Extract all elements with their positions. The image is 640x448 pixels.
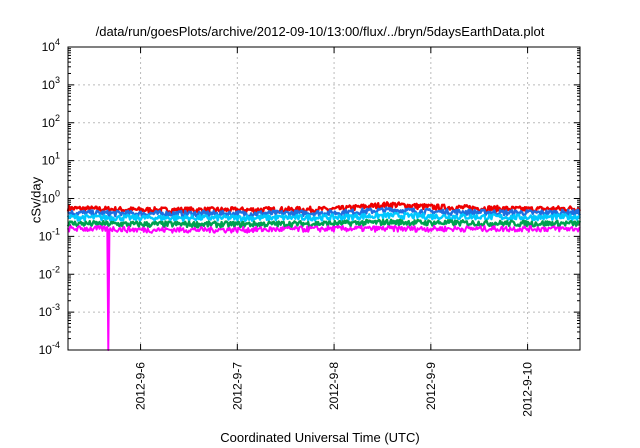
y-tick-label: 101 bbox=[42, 151, 60, 168]
series-line bbox=[66, 218, 582, 229]
y-tick-label: 104 bbox=[42, 37, 60, 54]
plot-frame bbox=[67, 46, 581, 351]
x-tick-label: 2012-9-6 bbox=[134, 362, 148, 410]
y-tick-label: 103 bbox=[42, 75, 60, 92]
x-tick-label: 2012-9-7 bbox=[230, 362, 244, 410]
chart-title: /data/run/goesPlots/archive/2012-09-10/1… bbox=[95, 24, 545, 39]
series-line bbox=[66, 211, 581, 223]
y-tick-label: 100 bbox=[42, 189, 60, 206]
y-tick-label: 10-3 bbox=[39, 302, 60, 319]
series-line bbox=[67, 225, 581, 351]
x-axis-label: Coordinated Universal Time (UTC) bbox=[220, 430, 420, 445]
y-axis-label: cSv/day bbox=[28, 176, 44, 224]
y-tick-label: 102 bbox=[42, 113, 60, 130]
x-tick-label: 2012-9-8 bbox=[327, 362, 341, 410]
y-tick-label: 10-2 bbox=[39, 264, 60, 281]
x-tick-label: 2012-9-9 bbox=[424, 362, 438, 410]
y-tick-label: 10-1 bbox=[39, 226, 60, 243]
y-tick-label: 10-4 bbox=[39, 340, 60, 357]
x-tick-label: 2012-9-10 bbox=[521, 362, 535, 417]
